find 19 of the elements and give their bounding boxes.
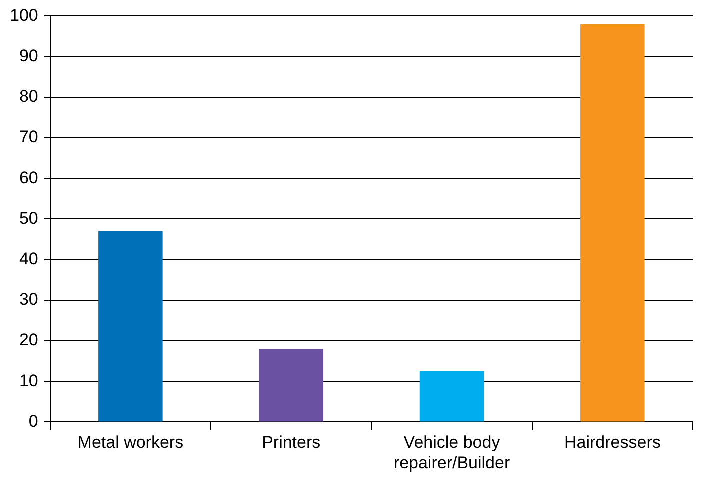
x-tick-label: Metal workers (78, 433, 184, 452)
x-tick-label: Vehicle body repairer/Builder (394, 433, 510, 472)
y-tick-label: 80 (19, 87, 38, 106)
y-tick-label: 90 (19, 46, 38, 66)
y-tick-label: 0 (28, 412, 38, 431)
y-tick-label: 40 (19, 249, 38, 268)
y-tick-label: 20 (19, 330, 38, 350)
y-tick-label: 50 (19, 208, 38, 228)
y-tick-label: 100 (10, 6, 38, 25)
x-tick-label: Printers (262, 433, 321, 452)
y-tick-label: 30 (19, 290, 38, 310)
y-tick-label: 70 (19, 128, 38, 147)
x-tick-label: Hairdressers (564, 433, 661, 452)
bar (420, 371, 484, 422)
bar (98, 231, 163, 422)
bar (580, 24, 645, 422)
y-tick-label: 60 (19, 168, 38, 188)
y-tick-label: 10 (19, 371, 38, 390)
bar (259, 349, 324, 422)
